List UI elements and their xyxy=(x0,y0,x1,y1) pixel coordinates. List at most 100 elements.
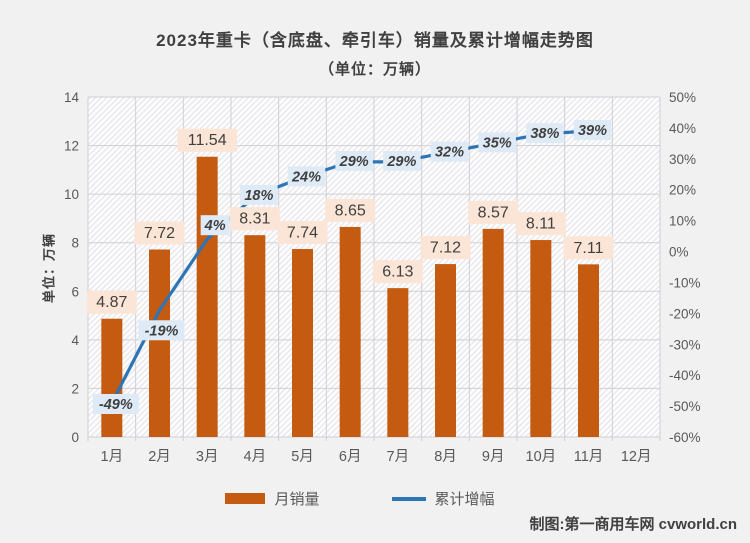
svg-text:-49%: -49% xyxy=(99,397,133,413)
svg-text:39%: 39% xyxy=(578,123,607,139)
x-axis-tick-label: 5月 xyxy=(291,449,314,465)
svg-text:4.87: 4.87 xyxy=(96,294,127,311)
bar xyxy=(101,318,123,437)
bar-value-label: 8.31 xyxy=(229,207,280,231)
bar-value-label: 8.65 xyxy=(325,198,376,222)
bar xyxy=(196,156,218,437)
x-axis-tick-label: 10月 xyxy=(526,449,557,465)
bar-value-label: 4.87 xyxy=(86,290,137,314)
svg-text:11.54: 11.54 xyxy=(188,132,227,149)
x-axis-tick-label: 12月 xyxy=(621,449,652,465)
svg-text:29%: 29% xyxy=(339,154,369,170)
legend-item-sales: 月销量 xyxy=(225,488,320,509)
left-axis-tick-label: 0 xyxy=(71,430,79,445)
left-axis-title: 单位：万辆 xyxy=(41,232,57,304)
growth-point-label: 32% xyxy=(430,141,469,162)
left-axis-tick-label: 2 xyxy=(71,381,79,396)
growth-point-label: 18% xyxy=(240,184,278,205)
svg-text:7.11: 7.11 xyxy=(574,240,604,257)
bar xyxy=(435,264,456,437)
right-axis-tick-label: -30% xyxy=(669,337,701,352)
svg-text:38%: 38% xyxy=(530,126,559,142)
svg-text:6.13: 6.13 xyxy=(382,264,413,281)
growth-point-label: 39% xyxy=(573,120,612,140)
svg-text:4%: 4% xyxy=(204,218,226,234)
svg-text:7.12: 7.12 xyxy=(430,240,461,257)
right-axis-tick-label: 10% xyxy=(669,214,696,229)
bar-value-label: 11.54 xyxy=(177,128,237,152)
x-axis-tick-label: 4月 xyxy=(244,449,267,465)
line-series-swatch-icon xyxy=(391,496,426,501)
left-axis-tick-label: 10 xyxy=(64,187,79,202)
bar-value-label: 7.74 xyxy=(277,221,328,245)
growth-point-label: 24% xyxy=(287,166,326,187)
bar-series-swatch-icon xyxy=(225,493,266,504)
left-axis-tick-label: 6 xyxy=(71,284,79,299)
svg-text:8.31: 8.31 xyxy=(239,211,270,228)
left-axis-tick-label: 8 xyxy=(71,236,79,251)
legend-label-sales: 月销量 xyxy=(274,491,320,508)
svg-text:24%: 24% xyxy=(291,169,321,185)
legend: 月销量 累计增幅 xyxy=(0,488,720,509)
right-axis-tick-label: 40% xyxy=(669,121,696,136)
growth-point-label: 29% xyxy=(335,150,373,171)
bar-value-label: 7.11 xyxy=(563,236,614,260)
legend-label-growth: 累计增幅 xyxy=(434,491,495,508)
svg-text:29%: 29% xyxy=(386,154,416,170)
left-axis-tick-label: 4 xyxy=(71,333,79,348)
svg-text:32%: 32% xyxy=(435,145,464,161)
svg-text:7.74: 7.74 xyxy=(287,225,318,242)
x-axis-tick-label: 3月 xyxy=(196,449,219,465)
chart-title-block: 2023年重卡（含底盘、牵引车）销量及累计增幅走势图 （单位：万辆） xyxy=(0,26,750,79)
svg-text:-19%: -19% xyxy=(145,323,179,339)
bar xyxy=(530,240,552,437)
right-axis-tick-label: 50% xyxy=(669,90,696,105)
right-axis-tick-label: -40% xyxy=(669,368,701,383)
bar-value-label: 8.57 xyxy=(468,200,519,224)
x-axis-tick-label: 2月 xyxy=(148,449,171,465)
right-axis-tick-label: -50% xyxy=(669,399,701,414)
x-axis-tick-label: 1月 xyxy=(101,449,124,465)
svg-text:18%: 18% xyxy=(244,188,273,204)
growth-point-label: 38% xyxy=(526,123,564,144)
bar-value-label: 8.11 xyxy=(515,212,566,236)
bar xyxy=(578,264,599,437)
bar xyxy=(244,235,266,437)
svg-text:7.72: 7.72 xyxy=(144,225,175,242)
bar xyxy=(149,249,170,437)
x-axis-tick-label: 9月 xyxy=(482,449,505,465)
x-axis-tick-label: 11月 xyxy=(574,449,604,465)
growth-point-label: 29% xyxy=(383,150,421,171)
bar xyxy=(339,226,361,437)
bar xyxy=(387,288,409,437)
right-axis-tick-label: -60% xyxy=(669,430,701,445)
svg-text:8.65: 8.65 xyxy=(335,202,366,219)
growth-point-label: -49% xyxy=(92,394,139,414)
left-axis-tick-label: 12 xyxy=(64,139,79,154)
chart-subtitle: （单位：万辆） xyxy=(318,61,431,78)
x-axis-tick-label: 7月 xyxy=(387,449,410,465)
x-axis-tick-label: 6月 xyxy=(339,449,362,465)
bar xyxy=(482,228,504,437)
bar-value-label: 7.12 xyxy=(420,236,471,260)
x-axis-tick-label: 8月 xyxy=(434,449,457,465)
growth-point-label: -19% xyxy=(138,320,185,341)
right-axis-tick-label: 20% xyxy=(669,183,696,198)
bar-value-label: 6.13 xyxy=(372,260,423,284)
source-credit: 制图:第一商用车网 cvworld.cn xyxy=(529,516,737,533)
svg-text:8.11: 8.11 xyxy=(526,216,556,233)
right-axis-tick-label: -10% xyxy=(669,275,701,290)
bar xyxy=(292,249,313,437)
svg-text:35%: 35% xyxy=(483,135,512,151)
legend-item-growth: 累计增幅 xyxy=(391,488,495,509)
bar-value-label: 7.72 xyxy=(134,221,185,245)
right-axis-tick-label: 30% xyxy=(669,152,696,167)
growth-point-label: 4% xyxy=(200,215,230,236)
right-axis-tick-label: -20% xyxy=(669,306,701,321)
right-axis-tick-label: 0% xyxy=(669,245,689,260)
growth-point-label: 35% xyxy=(478,132,516,153)
chart-title: 2023年重卡（含底盘、牵引车）销量及累计增幅走势图 xyxy=(156,31,594,50)
left-axis-tick-label: 14 xyxy=(64,90,80,105)
